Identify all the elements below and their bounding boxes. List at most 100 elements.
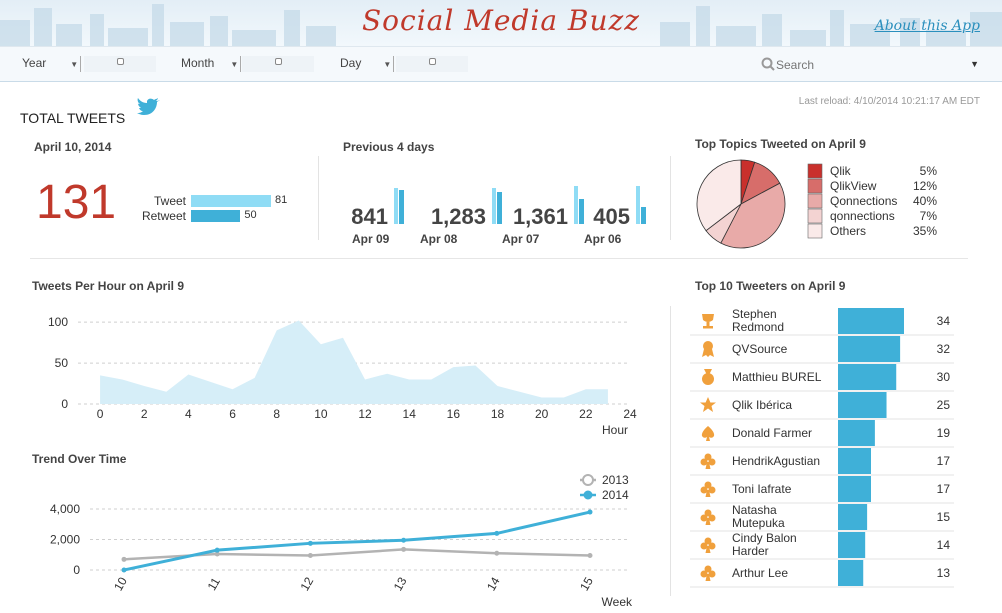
line-point[interactable]: [307, 553, 313, 559]
x-tick-label: 15: [577, 574, 596, 593]
x-tick-label: 0: [97, 407, 104, 421]
x-tick-label: 12: [298, 574, 317, 593]
previous-day-date: Apr 09: [352, 232, 390, 246]
line-point[interactable]: [587, 509, 593, 515]
today-bar: [191, 195, 271, 207]
club-icon: [700, 565, 716, 581]
line-point[interactable]: [587, 553, 593, 559]
search-box[interactable]: ▼: [758, 54, 983, 76]
legend-label: Qonnections: [830, 194, 897, 208]
previous-day-value: 1,361: [512, 204, 568, 229]
month-selector[interactable]: Month ▼: [181, 55, 242, 75]
x-tick-label: 22: [579, 407, 593, 421]
legend-label: QlikView: [830, 179, 877, 193]
tweeter-bar[interactable]: [838, 532, 866, 558]
tweeter-bar[interactable]: [838, 308, 904, 334]
y-tick-label: 50: [55, 356, 69, 370]
tweeter-name: QVSource: [732, 342, 788, 356]
tweeter-count: 32: [937, 342, 951, 356]
divider: [30, 258, 968, 259]
day-label: Day: [340, 56, 362, 70]
previous-day-date: Apr 06: [584, 232, 622, 246]
tweeter-count: 13: [937, 566, 951, 580]
tweeter-name: Redmond: [732, 320, 784, 334]
previous-day-value: 1,283: [430, 204, 486, 229]
tweeter-name: Arthur Lee: [732, 566, 788, 580]
x-axis-label: Week: [602, 595, 633, 609]
day-selector[interactable]: Day ▼: [340, 55, 395, 75]
checkbox-icon: [117, 58, 124, 65]
tweeter-name: Matthieu BUREL: [732, 370, 822, 384]
today-bar-label: Tweet: [153, 194, 186, 208]
x-tick-label: 24: [623, 407, 637, 421]
month-label: Month: [181, 56, 215, 70]
x-tick-label: 8: [273, 407, 280, 421]
divider: [318, 156, 319, 240]
month-checkbox[interactable]: [242, 56, 314, 72]
about-link[interactable]: About this App: [874, 18, 980, 34]
trophy-icon: [702, 314, 714, 329]
line-point[interactable]: [214, 547, 220, 553]
tweeter-count: 14: [937, 538, 951, 552]
tweeter-bar[interactable]: [838, 448, 871, 474]
pie-slice[interactable]: [696, 159, 742, 232]
line-point[interactable]: [121, 567, 127, 573]
line-series-2014[interactable]: [123, 510, 591, 572]
line-point[interactable]: [401, 546, 407, 552]
tweeter-count: 15: [937, 510, 951, 524]
divider: [670, 156, 671, 240]
previous-day-value: 405: [593, 204, 630, 229]
previous-day-value: 841: [351, 204, 388, 229]
tweeter-bar[interactable]: [838, 504, 868, 530]
legend-value: 12%: [913, 179, 937, 193]
line-chart-title: Trend Over Time: [32, 452, 127, 466]
tweeter-bar[interactable]: [838, 364, 897, 390]
search-icon: [761, 57, 775, 71]
checkbox-icon: [275, 58, 282, 65]
tweeter-bar[interactable]: [838, 420, 875, 446]
x-tick-label: 14: [403, 407, 417, 421]
legend-label: 2013: [602, 473, 629, 487]
line-point[interactable]: [307, 540, 313, 546]
tweeter-bar[interactable]: [838, 392, 887, 418]
pie-slice[interactable]: [720, 182, 786, 249]
line-point[interactable]: [494, 530, 500, 536]
previous-day: 1,361 Apr 07: [492, 180, 584, 250]
tweeter-count: 19: [937, 426, 951, 440]
total-tweets-heading: TOTAL TWEETS: [20, 110, 126, 126]
tweeter-name: Qlik Ibérica: [732, 398, 792, 412]
y-tick-label: 0: [73, 563, 80, 577]
tweeter-bar[interactable]: [838, 476, 871, 502]
legend-value: 5%: [920, 164, 938, 178]
search-input[interactable]: [758, 54, 983, 76]
x-tick-label: 11: [205, 575, 224, 593]
previous-days-title: Previous 4 days: [343, 140, 435, 154]
legend-marker: [583, 490, 593, 500]
tweeter-bar[interactable]: [838, 560, 864, 586]
line-point[interactable]: [121, 556, 127, 562]
tweeter-count: 17: [937, 482, 951, 496]
x-tick-label: 10: [111, 574, 130, 593]
x-tick-label: 10: [314, 407, 328, 421]
day-checkbox[interactable]: [396, 56, 468, 72]
today-date: April 10, 2014: [34, 140, 112, 154]
chevron-down-icon[interactable]: ▼: [970, 59, 979, 69]
divider: [393, 55, 395, 72]
year-checkbox[interactable]: [84, 56, 156, 72]
legend-swatch: [807, 208, 823, 224]
star-icon: [700, 397, 716, 412]
year-selector[interactable]: Year ▼: [22, 55, 82, 75]
previous-day-date: Apr 07: [502, 232, 540, 246]
area-chart-title: Tweets Per Hour on April 9: [32, 279, 185, 293]
line-point[interactable]: [494, 550, 500, 556]
area-series[interactable]: [100, 320, 608, 404]
legend-label: qonnections: [830, 209, 895, 223]
line-point[interactable]: [214, 551, 220, 557]
previous-day-bar: [497, 191, 502, 224]
legend-swatch: [807, 163, 823, 179]
x-tick-label: 2: [141, 407, 148, 421]
tweeter-bar[interactable]: [838, 336, 901, 362]
legend-value: 40%: [913, 194, 937, 208]
line-point[interactable]: [401, 537, 407, 543]
